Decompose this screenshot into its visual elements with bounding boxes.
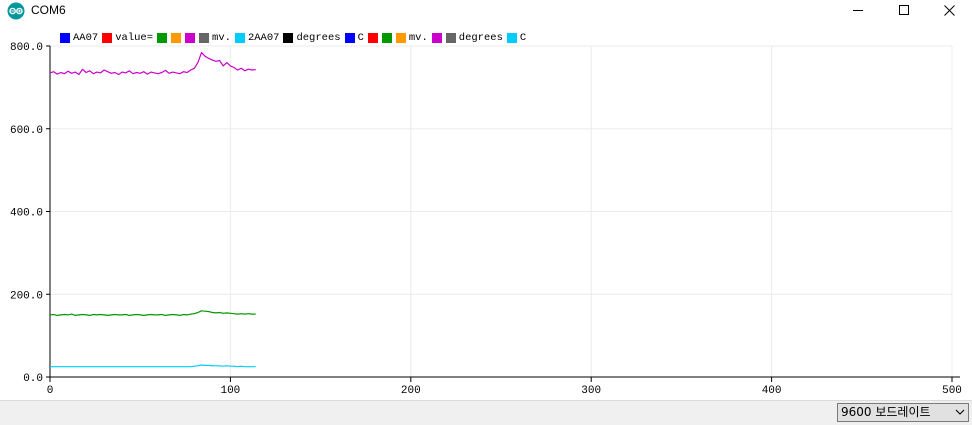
legend-label: AA07 <box>73 32 99 44</box>
legend-swatch <box>102 33 113 43</box>
y-tick-label: 800.0 <box>10 42 43 54</box>
close-button[interactable] <box>926 0 972 20</box>
legend-item <box>157 33 168 43</box>
legend-swatch <box>445 33 456 43</box>
legend-label: mv. <box>408 32 428 44</box>
y-tick-label: 400.0 <box>10 208 43 220</box>
x-tick-label: 200 <box>401 385 421 397</box>
y-tick-label: 600.0 <box>10 125 43 137</box>
legend-swatch <box>431 33 442 43</box>
y-tick-label: 0.0 <box>23 373 43 385</box>
serial-plotter: 0.0 200.0 400.0 600.0 800.0 0 100 200 300 400 500 … <box>0 28 972 400</box>
arduino-logo-icon <box>7 2 25 20</box>
legend-item <box>171 33 182 43</box>
legend-swatch <box>60 33 70 43</box>
legend-item: degrees <box>445 32 503 44</box>
legend-swatch <box>171 33 182 43</box>
baud-rate-value: 9600 보드레이트 <box>841 405 931 419</box>
close-icon <box>943 4 955 16</box>
legend-item: 2AA07 <box>234 32 280 44</box>
legend-item: degrees <box>283 32 341 44</box>
title-bar: COM6 <box>0 0 972 31</box>
window-title: COM6 <box>31 3 66 17</box>
legend-label: degrees <box>458 32 503 44</box>
legend-swatch <box>381 33 392 43</box>
x-tick-label: 500 <box>942 385 962 397</box>
legend-swatch <box>199 33 210 43</box>
series-line <box>49 310 256 316</box>
legend-swatch <box>395 33 406 43</box>
legend-item <box>431 33 442 43</box>
legend-item <box>367 33 378 43</box>
status-footer: 9600 보드레이트 <box>0 400 972 425</box>
legend-swatch <box>367 33 378 43</box>
baud-rate-select[interactable]: 9600 보드레이트 <box>837 403 969 422</box>
x-tick-label: 0 <box>47 385 54 397</box>
series-line <box>49 52 256 76</box>
legend-label: mv. <box>212 32 231 44</box>
legend-item <box>185 33 196 43</box>
legend-swatch <box>185 33 196 43</box>
legend-swatch <box>157 33 168 43</box>
legend-item: C <box>506 32 527 44</box>
maximize-icon <box>899 5 909 15</box>
legend-item: C <box>344 32 364 44</box>
legend-label: 2AA07 <box>247 32 280 44</box>
legend-label: C <box>357 32 364 44</box>
y-tick-label: 200.0 <box>10 290 43 302</box>
x-tick-label: 300 <box>581 385 601 397</box>
minimize-button[interactable] <box>835 0 881 20</box>
legend-swatch <box>283 33 294 43</box>
series-line <box>50 364 256 368</box>
legend-swatch <box>234 33 245 43</box>
x-tick-label: 400 <box>762 385 782 397</box>
minimize-icon <box>853 10 863 11</box>
legend-swatch <box>506 33 517 43</box>
legend-item: mv. <box>395 32 428 44</box>
legend-item: mv. <box>199 32 231 44</box>
x-tick-label: 100 <box>220 385 240 397</box>
legend-item: AA07 <box>60 32 98 44</box>
chevron-down-icon <box>955 409 965 415</box>
legend-swatch <box>344 33 355 43</box>
legend-label: value= <box>115 32 154 44</box>
plot-canvas: 0.0 200.0 400.0 600.0 800.0 0 100 200 300 400 500 <box>10 42 962 397</box>
legend-item <box>381 33 392 43</box>
maximize-button[interactable] <box>881 0 927 20</box>
legend-label: degrees <box>296 32 341 44</box>
legend-label: C <box>519 32 527 44</box>
legend-item: value= <box>102 32 153 44</box>
